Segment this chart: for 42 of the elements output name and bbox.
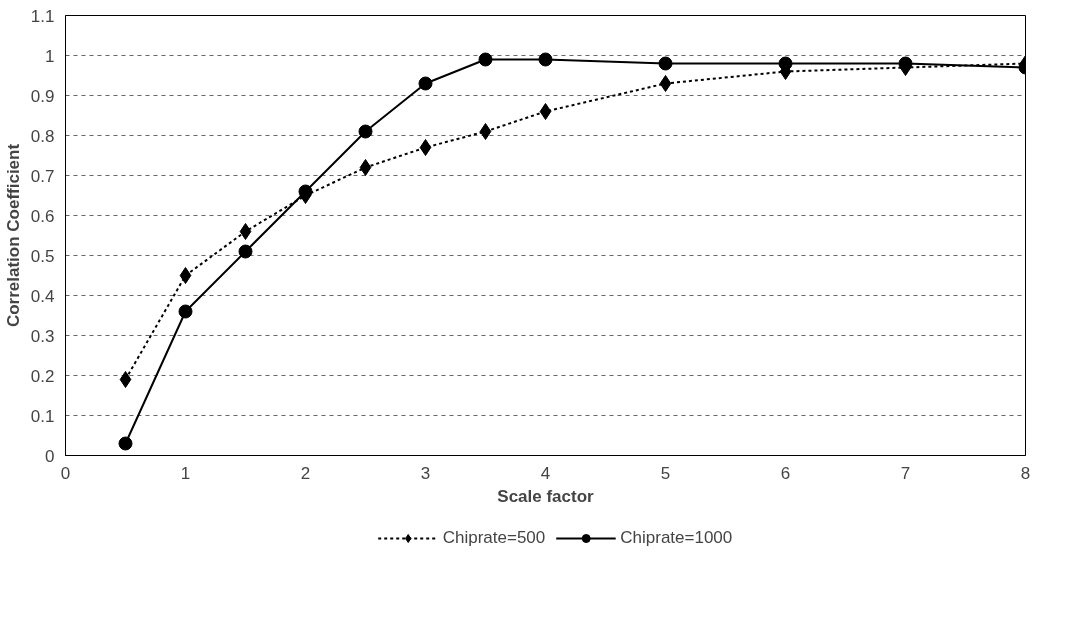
- x-tick-label: 5: [660, 463, 671, 483]
- point: [179, 267, 192, 284]
- x-tick-label: 6: [780, 463, 791, 483]
- point: [778, 56, 793, 71]
- point: [479, 123, 492, 140]
- y-tick-label: 0.1: [30, 406, 55, 426]
- y-tick-label: 0: [45, 446, 55, 466]
- y-axis-title: Correlation Coefficient: [3, 143, 23, 328]
- point: [359, 159, 372, 176]
- y-tick-label: 0.2: [30, 366, 55, 386]
- x-axis-title: Scale factor: [497, 486, 595, 506]
- x-tick-label: 1: [180, 463, 191, 483]
- point: [239, 223, 252, 240]
- y-tick-label: 0.5: [30, 246, 55, 266]
- point: [238, 244, 253, 259]
- y-tick-label: 0.4: [30, 286, 55, 306]
- point: [419, 139, 432, 156]
- point: [119, 371, 132, 388]
- point: [659, 75, 672, 92]
- legend-label: Chiprate=1000: [620, 528, 733, 548]
- x-tick-label: 0: [60, 463, 71, 483]
- point: [358, 124, 373, 139]
- point: [658, 56, 673, 71]
- y-tick-label: 1.1: [30, 6, 55, 26]
- point: [538, 52, 553, 67]
- point: [178, 304, 193, 319]
- y-tick-label: 0.8: [30, 126, 55, 146]
- y-tick-label: 0.9: [30, 86, 55, 106]
- y-tick-label: 0.6: [30, 206, 55, 226]
- y-tick-label: 0.3: [30, 326, 55, 346]
- x-tick-label: 4: [540, 463, 551, 483]
- y-tick-label: 0.7: [30, 166, 55, 186]
- x-tick-label: 8: [1020, 463, 1031, 483]
- point: [478, 52, 493, 67]
- x-tick-label: 3: [420, 463, 431, 483]
- point: [418, 76, 433, 91]
- point: [539, 103, 552, 120]
- legend-label: Chiprate=500: [442, 528, 546, 548]
- x-tick-label: 2: [300, 463, 311, 483]
- y-tick-label: 1: [45, 46, 55, 66]
- point: [118, 436, 133, 451]
- x-tick-label: 7: [900, 463, 911, 483]
